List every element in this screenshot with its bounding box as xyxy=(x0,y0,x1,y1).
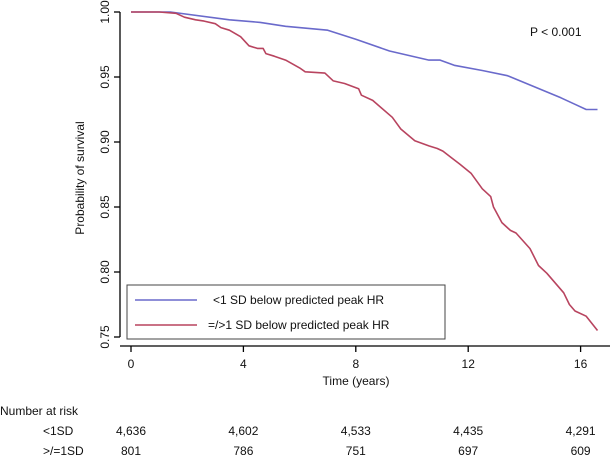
legend-label: =/>1 SD below predicted peak HR xyxy=(208,318,390,332)
p-value-annotation: P < 0.001 xyxy=(530,25,582,39)
legend-label: <1 SD below predicted peak HR xyxy=(213,293,384,307)
x-tick-label: 0 xyxy=(128,357,135,371)
risk-table-title: Number at risk xyxy=(0,404,79,418)
y-tick-label: 0.85 xyxy=(98,195,112,219)
x-tick-label: 4 xyxy=(240,357,247,371)
risk-value: 609 xyxy=(570,444,591,458)
y-tick-label: 0.75 xyxy=(98,325,112,349)
y-tick-label: 1.00 xyxy=(98,0,112,24)
x-tick-label: 12 xyxy=(462,357,476,371)
legend-box xyxy=(126,284,446,340)
risk-row-label: <1SD xyxy=(43,424,74,438)
risk-value: 4,435 xyxy=(453,424,484,438)
risk-value: 751 xyxy=(345,444,366,458)
y-tick-label: 0.80 xyxy=(98,260,112,284)
y-tick-label: 0.95 xyxy=(98,65,112,89)
risk-row-label: >/=1SD xyxy=(43,444,84,458)
risk-value: 4,533 xyxy=(340,424,371,438)
x-axis-label: Time (years) xyxy=(323,374,390,388)
risk-value: 4,602 xyxy=(228,424,259,438)
risk-value: 4,291 xyxy=(565,424,596,438)
risk-value: 801 xyxy=(120,444,142,458)
survival-curve-below-1sd xyxy=(131,11,598,111)
risk-value: 786 xyxy=(233,444,254,458)
x-tick-label: 8 xyxy=(352,357,359,371)
y-axis-label: Probability of survival xyxy=(73,121,87,234)
risk-value: 4,636 xyxy=(115,424,147,438)
survival-curve-at-or-above-1sd xyxy=(131,11,599,331)
x-tick-label: 16 xyxy=(574,357,588,371)
risk-value: 697 xyxy=(458,444,479,458)
y-tick-label: 0.90 xyxy=(98,130,112,154)
